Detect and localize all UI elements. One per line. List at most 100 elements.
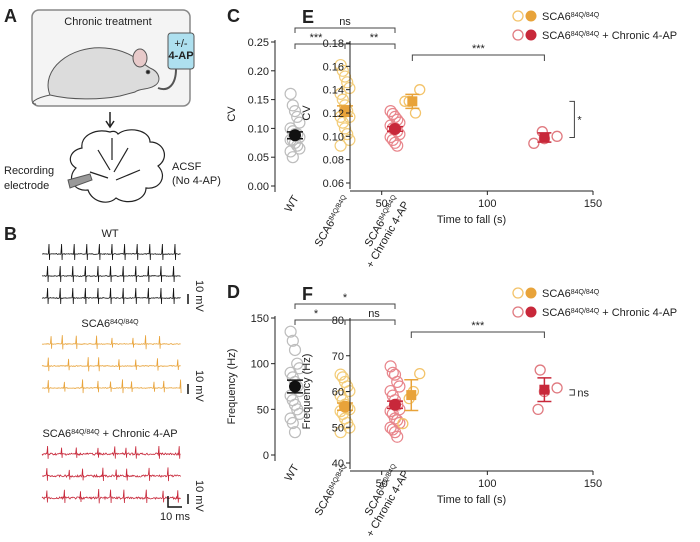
significance-label: * [577,114,582,126]
category-label: WT [283,462,302,483]
y-tick-label: 0.06 [323,178,344,190]
electrode-label: Recording [4,165,54,177]
label-sup: 84Q/84Q [571,308,600,315]
x-tick-label: WT [283,462,302,483]
mean-point [339,105,351,118]
data-point [334,58,347,72]
trace [42,243,181,261]
label-part: WT [283,462,302,483]
scale-label: 10 mV [193,480,205,512]
data-point [409,107,422,119]
electrode [67,173,93,189]
mean-point [339,400,351,413]
significance-bracket [411,54,545,61]
label-sup: 84Q/84Q [571,31,600,38]
label-sup: 84Q/84Q [110,319,139,326]
data-point [284,145,297,158]
y-tick-label: 0.16 [323,61,344,73]
legend-label: SCA684Q/84Q + Chronic 4-AP [542,30,677,42]
trace [41,445,181,459]
label-sup: 84Q/84Q [71,429,100,436]
data-point [286,334,299,347]
bottle-text: 4-AP [168,50,193,62]
y-tick-label: 60 [332,387,344,399]
x-tick-label: 50 [376,198,388,210]
y-axis-label: Frequency (Hz) [301,354,313,430]
category-label: SCA684Q/84Q [313,462,348,518]
electrode-label: electrode [4,180,49,192]
trace [41,287,181,305]
label-part: SCA6 [313,487,338,518]
data-point [284,87,297,100]
y-tick-label: 0.00 [248,181,269,193]
label-part: SCA6 [542,30,571,42]
label-sup: 84Q/84Q [327,193,348,222]
scale-bar [167,496,182,508]
trace [41,379,182,394]
treatment-title: Chronic treatment [64,16,151,28]
data-point [341,128,354,141]
significance-label: ns [368,308,380,320]
data-point [288,343,302,357]
x-tick-label: 50 [376,478,388,490]
data-point [336,93,349,106]
mouse [32,47,160,105]
data-point [336,64,349,77]
solution-label: ACSF [172,161,202,173]
y-tick-label: 0.12 [323,108,344,120]
label-part: SCA6 [542,307,571,319]
data-point [532,403,544,416]
label-part: SCA6 [42,428,71,440]
data-point [551,382,563,394]
category-label: SCA684Q/84Q+ Chronic 4-AP [363,462,412,539]
category-label: SCA684Q/84Q [313,193,348,249]
significance-bracket [344,43,396,49]
legend-marker [512,306,524,318]
data-point [391,430,404,443]
legend-label: SCA684Q/84Q + Chronic 4-AP [542,307,677,319]
data-point [414,84,426,96]
legend-marker [512,29,524,41]
label-part: WT [101,228,118,240]
significance-label: *** [310,32,324,44]
trace [41,265,181,283]
panel-label: E [302,7,314,27]
data-point [286,151,299,164]
label-sup: 84Q/84Q [571,289,600,296]
x-tick-label: WT [283,193,302,214]
label-part: SCA6 [313,218,338,249]
label-part: SCA6 [542,288,571,300]
trace-group-title: WT [101,228,118,240]
data-point [343,133,356,147]
mean-point [389,122,401,135]
trace-group-title: SCA684Q/84Q + Chronic 4-AP [42,428,177,440]
y-tick-label: 80 [332,315,344,327]
data-point [288,426,302,439]
significance-bracket [569,389,575,396]
solution-label: (No 4-AP) [172,175,221,187]
trace [41,489,181,504]
y-tick-label: 0.15 [248,95,269,107]
significance-label: *** [472,43,486,55]
label-sup: 84Q/84Q [571,12,600,19]
scale-label: 10 mV [193,280,205,312]
significance-bracket [410,331,545,338]
y-axis-label: CV [301,105,313,121]
data-point [284,325,297,338]
trace [41,335,181,350]
data-point [334,139,347,152]
mean-point [539,132,550,143]
label-part: WT [283,193,302,214]
data-point [386,423,399,436]
panel-label: D [227,282,240,302]
significance-label: * [314,308,319,320]
y-tick-label: 0.08 [323,155,344,167]
data-point [534,364,546,376]
legend-marker [512,10,524,22]
data-point [286,99,299,112]
label-part: SCA6 [81,318,110,330]
legend-marker [525,306,537,318]
legend-label: SCA684Q/84Q [542,288,600,300]
